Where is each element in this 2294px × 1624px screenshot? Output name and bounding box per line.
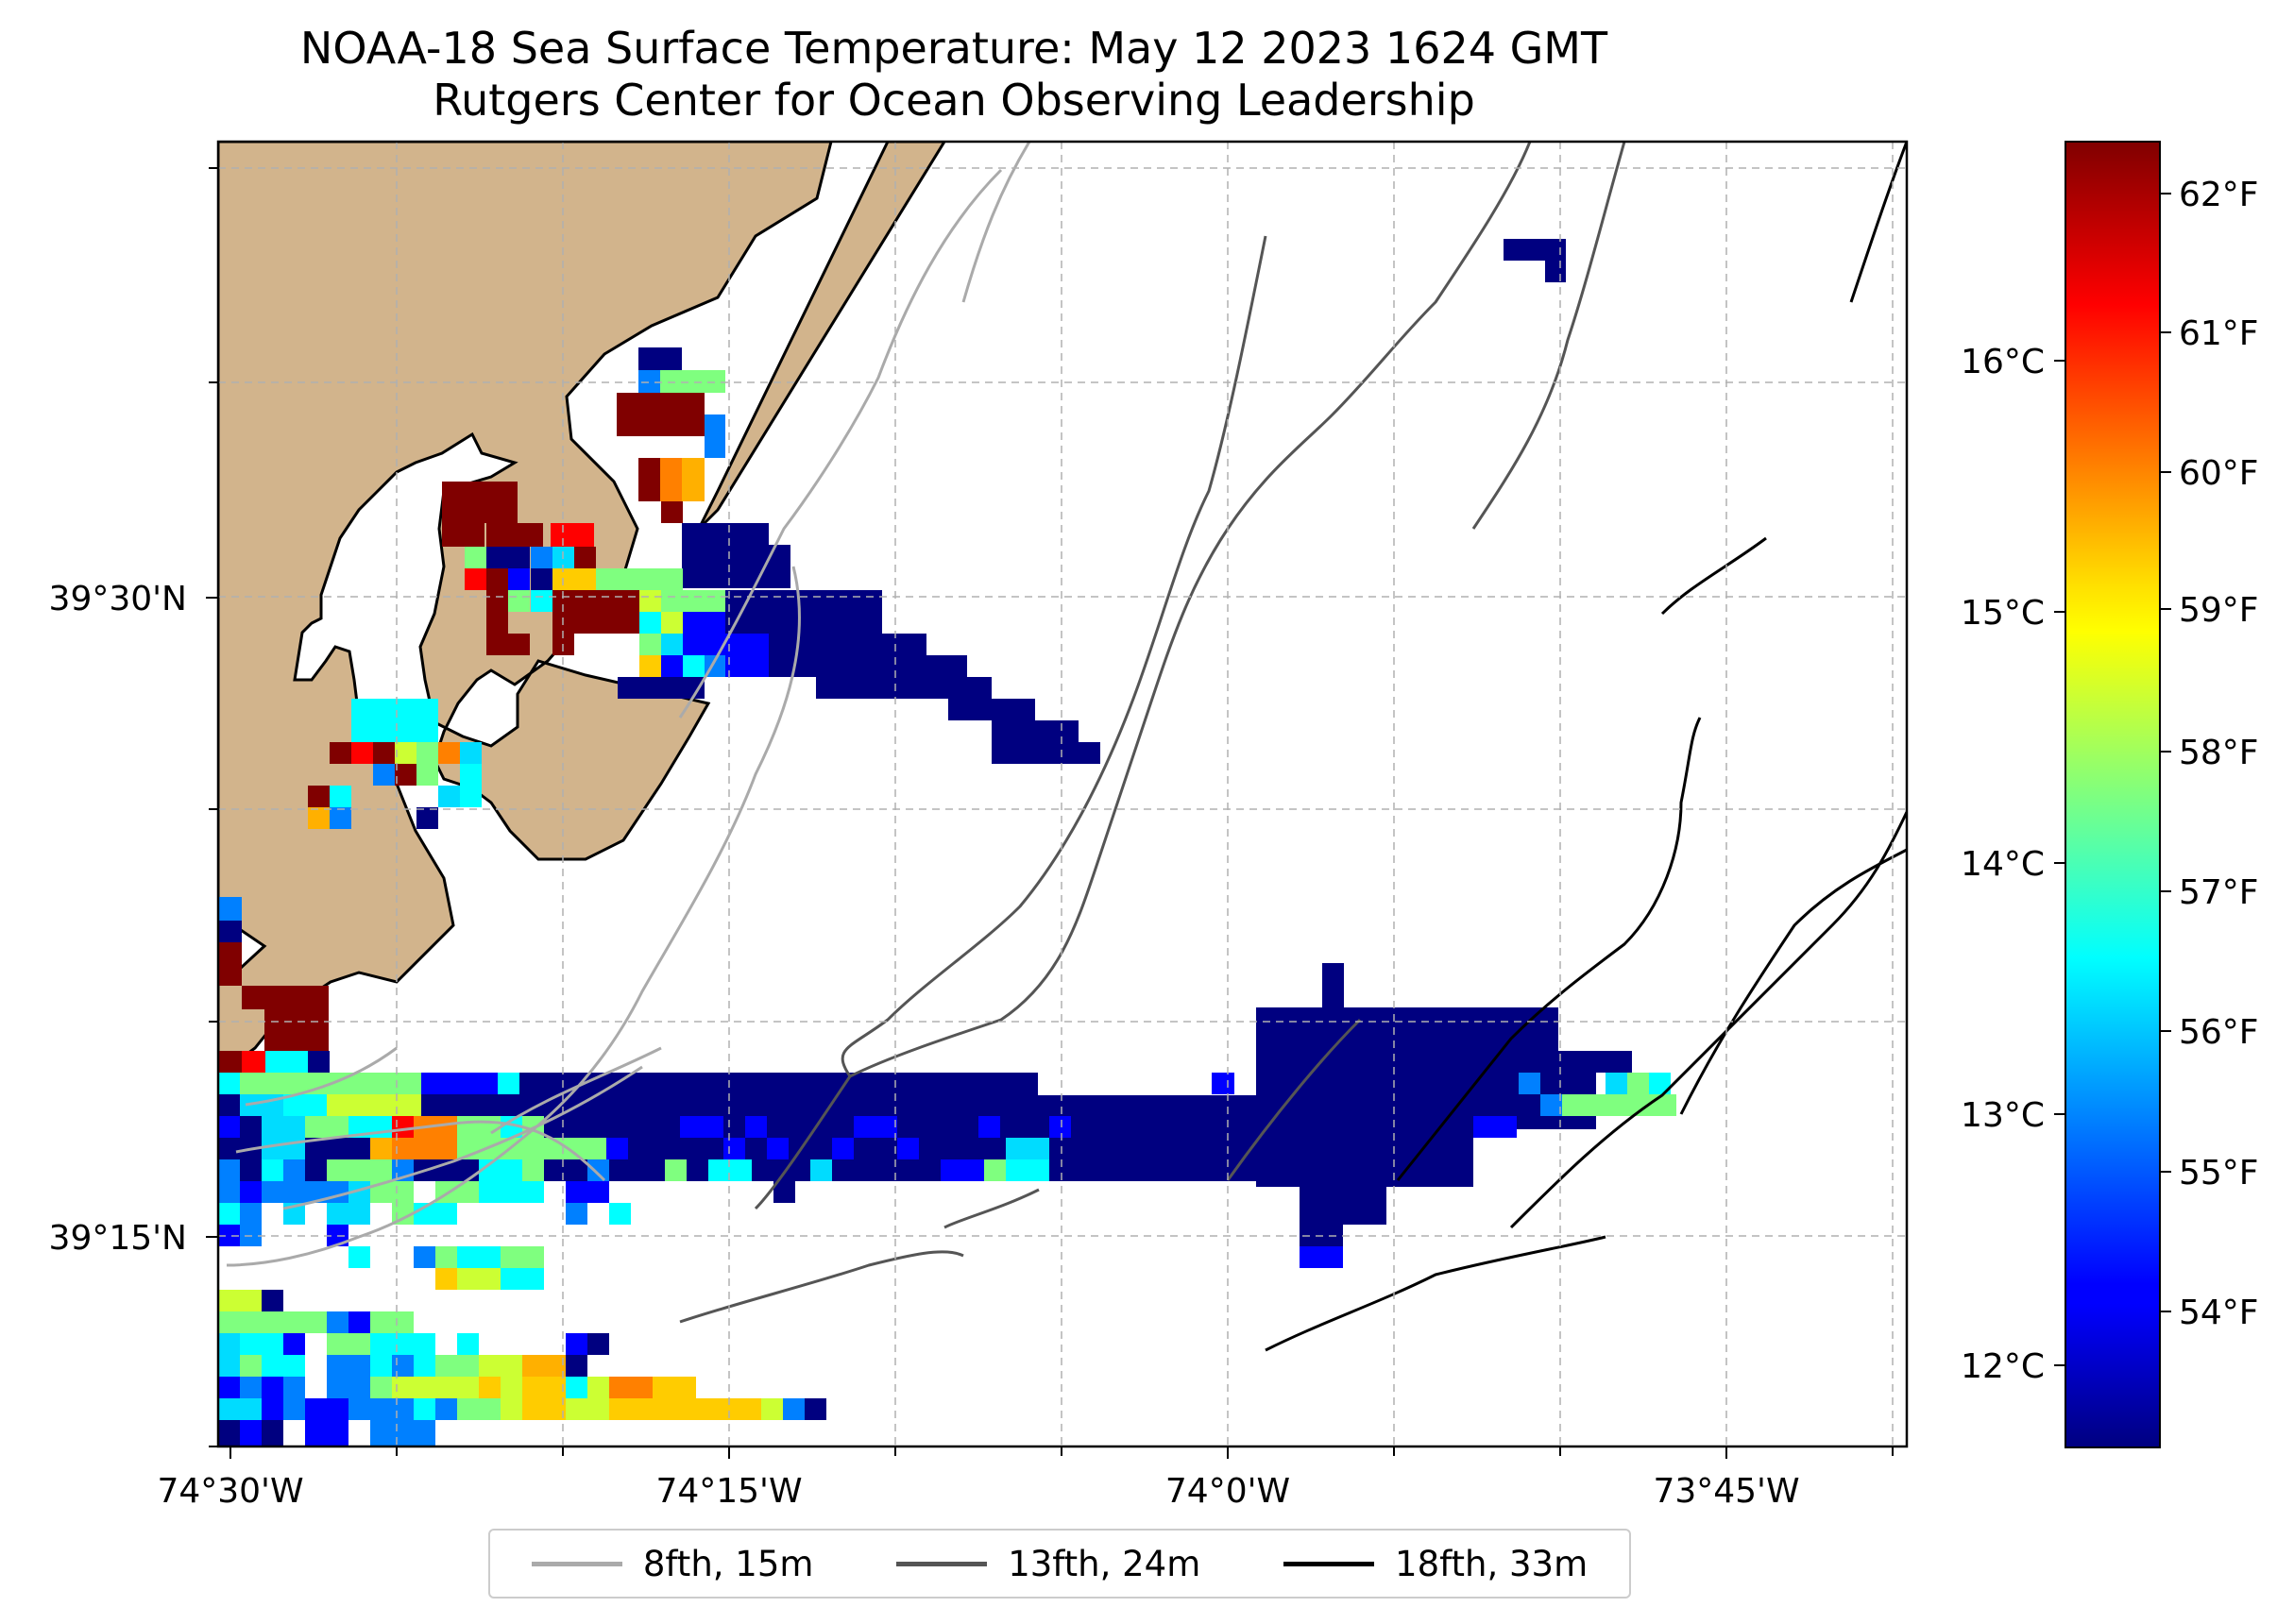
legend-line-icon [531, 1561, 622, 1566]
colorbar: 62°F 61°F 60°F 59°F 58°F 57°F 56°F 55°F … [1961, 141, 2259, 1448]
lat-tick-label: 39°30'N [49, 580, 187, 618]
colorbar-f-tick: 58°F [2179, 734, 2259, 772]
lon-tick-label: 74°15'W [655, 1472, 802, 1511]
colorbar-f-tick: 56°F [2179, 1013, 2259, 1052]
map-area [218, 142, 1907, 1446]
legend-item-8fth: 8fth, 15m [531, 1543, 814, 1584]
contour-18fth [1265, 142, 1907, 1352]
lat-tick-label: 39°15'N [49, 1219, 187, 1258]
legend-label: 8fth, 15m [642, 1543, 814, 1584]
legend-item-13fth: 13fth, 24m [896, 1544, 1200, 1584]
contour-13fth [679, 142, 1626, 1324]
colorbar-c-tick: 14°C [1961, 845, 2045, 884]
colorbar-f-tick: 62°F [2179, 176, 2259, 214]
map-subtitle: Rutgers Center for Ocean Observing Leade… [433, 75, 1475, 126]
colorbar-c-tick: 16°C [1961, 343, 2045, 381]
colorbar-c-tick: 12°C [1961, 1347, 2045, 1386]
colorbar-f-tick: 55°F [2179, 1154, 2259, 1193]
colorbar-c-tick: 13°C [1961, 1096, 2045, 1135]
legend-line-icon [896, 1561, 988, 1566]
map-title: NOAA-18 Sea Surface Temperature: May 12 … [299, 23, 1608, 74]
legend-line-icon [1283, 1561, 1375, 1566]
colorbar-c-tick: 15°C [1961, 594, 2045, 633]
colorbar-f-tick: 54°F [2179, 1294, 2259, 1332]
legend-label: 13fth, 24m [1008, 1543, 1201, 1584]
contour-legend: 8fth, 15m 13fth, 24m 18fth, 33m [488, 1529, 1631, 1599]
sst-pixel-grid [218, 239, 1676, 1446]
legend-label: 18fth, 33m [1395, 1543, 1589, 1584]
lon-tick-label: 74°0'W [1165, 1472, 1290, 1511]
colorbar-f-tick: 57°F [2179, 873, 2259, 912]
contour-8fth [226, 142, 1031, 1267]
lon-tick-label: 73°45'W [1653, 1472, 1799, 1511]
lon-tick-label: 74°30'W [157, 1472, 303, 1511]
colorbar-f-tick: 59°F [2179, 591, 2259, 630]
colorbar-f-tick: 60°F [2179, 454, 2259, 493]
legend-item-18fth: 18fth, 33m [1283, 1544, 1588, 1584]
colorbar-f-tick: 61°F [2179, 314, 2259, 353]
